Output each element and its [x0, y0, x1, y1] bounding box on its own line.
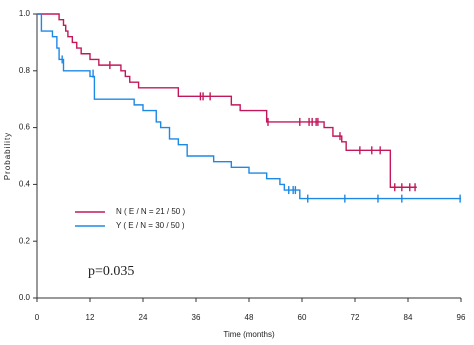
x-tick-label: 48	[245, 313, 254, 322]
y-axis-title: Probability	[3, 132, 12, 180]
x-tick-label: 36	[192, 313, 201, 322]
legend-label: N ( E / N = 21 / 50 )	[116, 207, 185, 216]
y-tick-label: 0.6	[19, 123, 31, 132]
x-tick-label: 84	[404, 313, 413, 322]
x-tick-label: 12	[86, 313, 95, 322]
survival-line	[37, 13, 461, 200]
y-tick-label: 0.0	[19, 293, 31, 302]
x-axis-title: Time (months)	[223, 330, 275, 339]
y-tick-label: 1.0	[19, 9, 31, 18]
x-tick-label: 24	[139, 313, 148, 322]
legend-label: Y ( E / N = 30 / 50 )	[116, 221, 185, 230]
x-tick-label: 0	[35, 313, 40, 322]
x-tick-label: 60	[298, 313, 307, 322]
annotation: p=0.035	[88, 264, 134, 279]
y-tick-label: 0.2	[19, 236, 31, 245]
y-tick-label: 0.8	[19, 66, 31, 75]
x-tick-label: 72	[351, 313, 360, 322]
y-tick-label: 0.4	[19, 180, 31, 189]
x-tick-label: 96	[457, 313, 466, 322]
survival-line	[37, 13, 417, 188]
